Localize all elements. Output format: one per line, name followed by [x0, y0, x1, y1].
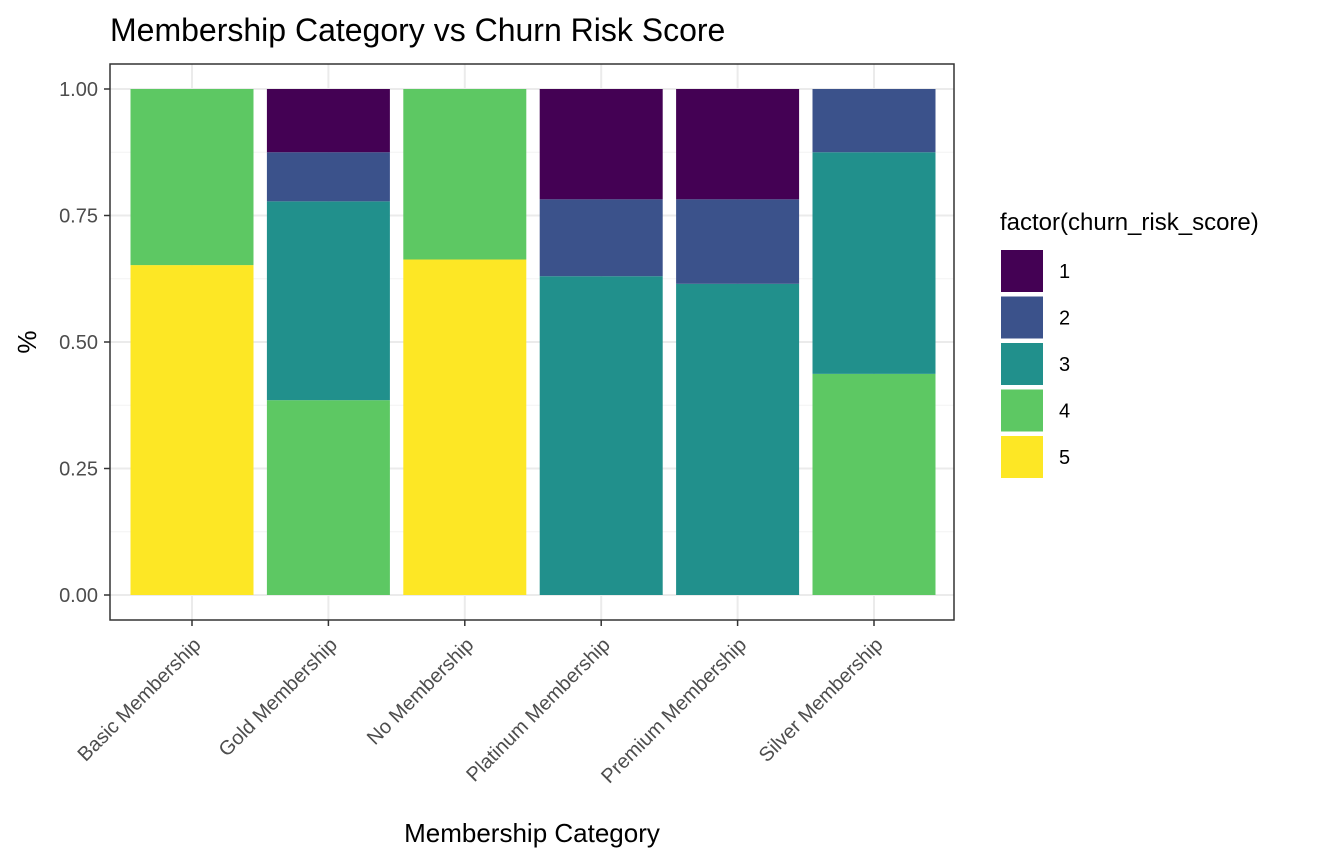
chart-title: Membership Category vs Churn Risk Score	[110, 12, 725, 48]
bar-segment-5	[403, 259, 527, 595]
bar-segment-3	[266, 201, 390, 401]
bar-segment-3	[812, 152, 936, 374]
y-axis: 0.00 0.25 0.50 0.75 1.00	[59, 79, 110, 607]
x-tick-label: Basic Membership	[74, 634, 206, 766]
x-tick-label: No Membership	[363, 634, 478, 749]
legend-label-5: 5	[1059, 447, 1070, 469]
x-axis: Basic Membership Gold Membership No Member…	[74, 620, 888, 788]
legend-key-4	[1001, 389, 1043, 432]
y-axis-title: %	[12, 330, 42, 353]
x-tick-label: Gold Membership	[215, 634, 342, 761]
legend-label-2: 2	[1059, 308, 1070, 330]
legend-title: factor(churn_risk_score)	[1000, 209, 1259, 236]
bar-segment-2	[676, 199, 800, 284]
x-axis-title: Membership Category	[404, 818, 660, 848]
bar-segment-4	[403, 89, 527, 260]
y-tick-label: 0.50	[59, 332, 98, 354]
y-tick-label: 0.75	[59, 206, 98, 228]
bar-segment-1	[539, 89, 663, 200]
bar-segment-5	[130, 265, 254, 595]
bars	[130, 89, 936, 595]
bar-segment-4	[266, 400, 390, 595]
legend-key-1	[1001, 250, 1043, 292]
x-tick-label: Silver Membership	[755, 634, 888, 767]
bar-segment-4	[130, 89, 254, 266]
y-tick-label: 1.00	[59, 79, 98, 101]
bar-segment-2	[539, 199, 663, 277]
bar-segment-2	[812, 89, 936, 153]
bar-segment-3	[676, 283, 800, 595]
x-tick-label: Premium Membership	[597, 634, 751, 788]
bar-segment-2	[266, 152, 390, 202]
y-tick-label: 0.25	[59, 459, 98, 481]
legend: factor(churn_risk_score) 1 2 3 4 5	[1000, 209, 1259, 478]
legend-label-4: 4	[1059, 401, 1070, 423]
bar-segment-1	[676, 89, 800, 200]
bar-segment-4	[812, 373, 936, 595]
legend-label-3: 3	[1059, 354, 1070, 376]
legend-key-3	[1001, 343, 1043, 385]
bar-segment-1	[266, 89, 390, 153]
legend-key-5	[1001, 436, 1043, 478]
y-tick-label: 0.00	[59, 585, 98, 607]
legend-label-1: 1	[1059, 261, 1070, 283]
x-tick-label: Platinum Membership	[462, 634, 614, 786]
legend-key-2	[1001, 296, 1043, 339]
bar-segment-3	[539, 276, 663, 595]
